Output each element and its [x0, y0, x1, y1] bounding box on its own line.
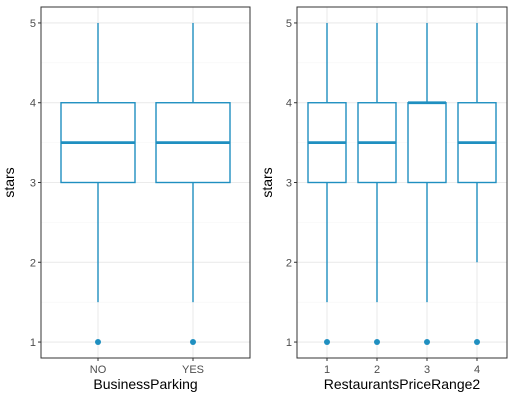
x-tick-label: 1 — [324, 364, 330, 376]
y-axis-title: stars — [259, 167, 275, 197]
y-tick-label: 1 — [30, 337, 36, 349]
outlier-point — [324, 339, 330, 346]
outlier-point — [95, 339, 101, 346]
x-axis-title: RestaurantsPriceRange2 — [324, 376, 481, 392]
y-tick-label: 2 — [30, 257, 36, 269]
x-tick-label: 3 — [424, 364, 430, 376]
y-tick-label: 4 — [286, 98, 292, 110]
y-tick-label: 2 — [286, 257, 292, 269]
x-tick-label: YES — [182, 364, 204, 376]
outlier-point — [474, 339, 480, 346]
y-tick-label: 5 — [286, 18, 292, 30]
outlier-point — [190, 339, 196, 346]
box-yes — [155, 22, 231, 346]
y-tick-label: 1 — [286, 337, 292, 349]
outlier-point — [374, 339, 380, 346]
box-no — [60, 22, 136, 346]
box-1 — [307, 22, 347, 346]
box-2 — [357, 22, 397, 346]
y-axis-title: stars — [1, 167, 17, 197]
panel-border — [40, 6, 251, 359]
box-4 — [457, 22, 497, 346]
y-tick-label: 3 — [286, 178, 292, 190]
interquartile-box — [407, 102, 447, 184]
y-tick-label: 3 — [30, 178, 36, 190]
y-tick-label: 5 — [30, 18, 36, 30]
x-axis-title: BusinessParking — [93, 376, 197, 392]
x-tick-label: NO — [90, 364, 107, 376]
y-tick-label: 4 — [30, 98, 36, 110]
box-3 — [407, 22, 447, 346]
panel-border — [296, 6, 508, 359]
outlier-point — [424, 339, 430, 346]
x-tick-label: 4 — [474, 364, 480, 376]
x-tick-label: 2 — [374, 364, 380, 376]
